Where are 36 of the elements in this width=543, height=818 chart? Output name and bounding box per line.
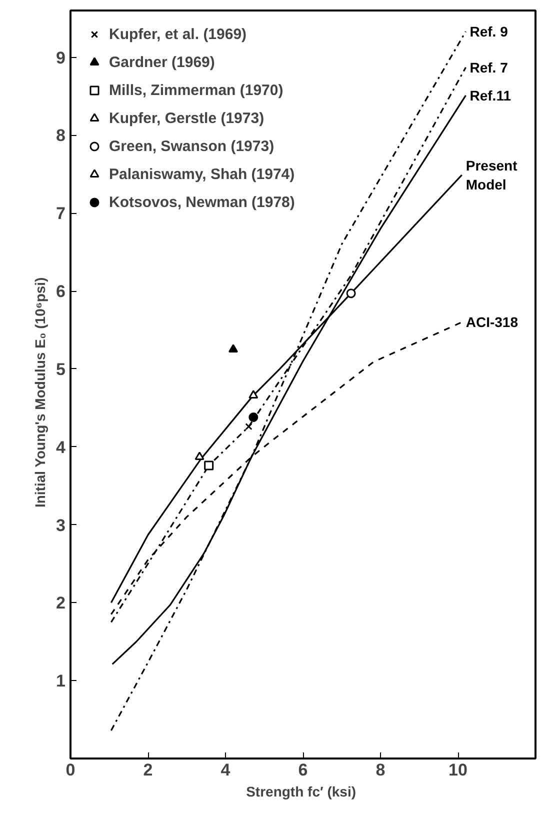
legend-label: Mills, Zimmerman (1970) xyxy=(109,82,284,98)
y-tick-label: 9 xyxy=(56,48,66,68)
point xyxy=(245,422,252,430)
legend-label: Kotsovos, Newman (1978) xyxy=(109,194,295,210)
x-tick-label: 2 xyxy=(143,760,153,780)
y-tick-label: 7 xyxy=(56,204,66,224)
point xyxy=(248,412,258,422)
point xyxy=(204,460,214,470)
point xyxy=(346,288,356,298)
point xyxy=(194,452,204,460)
x-tick-label: 6 xyxy=(298,760,308,780)
y-tick-label: 6 xyxy=(56,282,66,301)
y-tick-label: 5 xyxy=(56,360,66,379)
point xyxy=(228,344,238,352)
y-tick-label: 2 xyxy=(56,594,66,613)
y-tick-label: 8 xyxy=(56,126,66,146)
y-tick-label: 3 xyxy=(56,516,66,535)
legend-label: Kupfer, et al. (1969) xyxy=(109,26,247,42)
legend-label: Kupfer, Gerstle (1973) xyxy=(109,110,264,126)
x-tick-label: 0 xyxy=(66,760,76,780)
x-tick-label: 8 xyxy=(376,760,386,780)
x-axis-title: Strength fc′ (ksi) xyxy=(246,784,356,800)
legend-label: Green, Swanson (1973) xyxy=(109,138,274,154)
series-label: ACI-318 xyxy=(466,314,518,330)
series-label: Ref. 7 xyxy=(470,59,508,76)
x-tick-label: 4 xyxy=(220,760,231,780)
point xyxy=(248,390,258,398)
y-tick-label: 4 xyxy=(56,438,66,457)
series-label: Ref.11 xyxy=(470,87,512,104)
y-axis-title: Initial Young's Modulus E₀ (10⁶psi) xyxy=(32,277,48,508)
legend-label: Palaniswamy, Shah (1974) xyxy=(109,166,295,182)
series-label: Present Model xyxy=(466,157,518,193)
x-tick-label: 10 xyxy=(448,760,468,780)
y-tick-label: 1 xyxy=(56,672,66,691)
series-label: Ref. 9 xyxy=(470,24,508,40)
legend-label: Gardner (1969) xyxy=(109,54,215,70)
